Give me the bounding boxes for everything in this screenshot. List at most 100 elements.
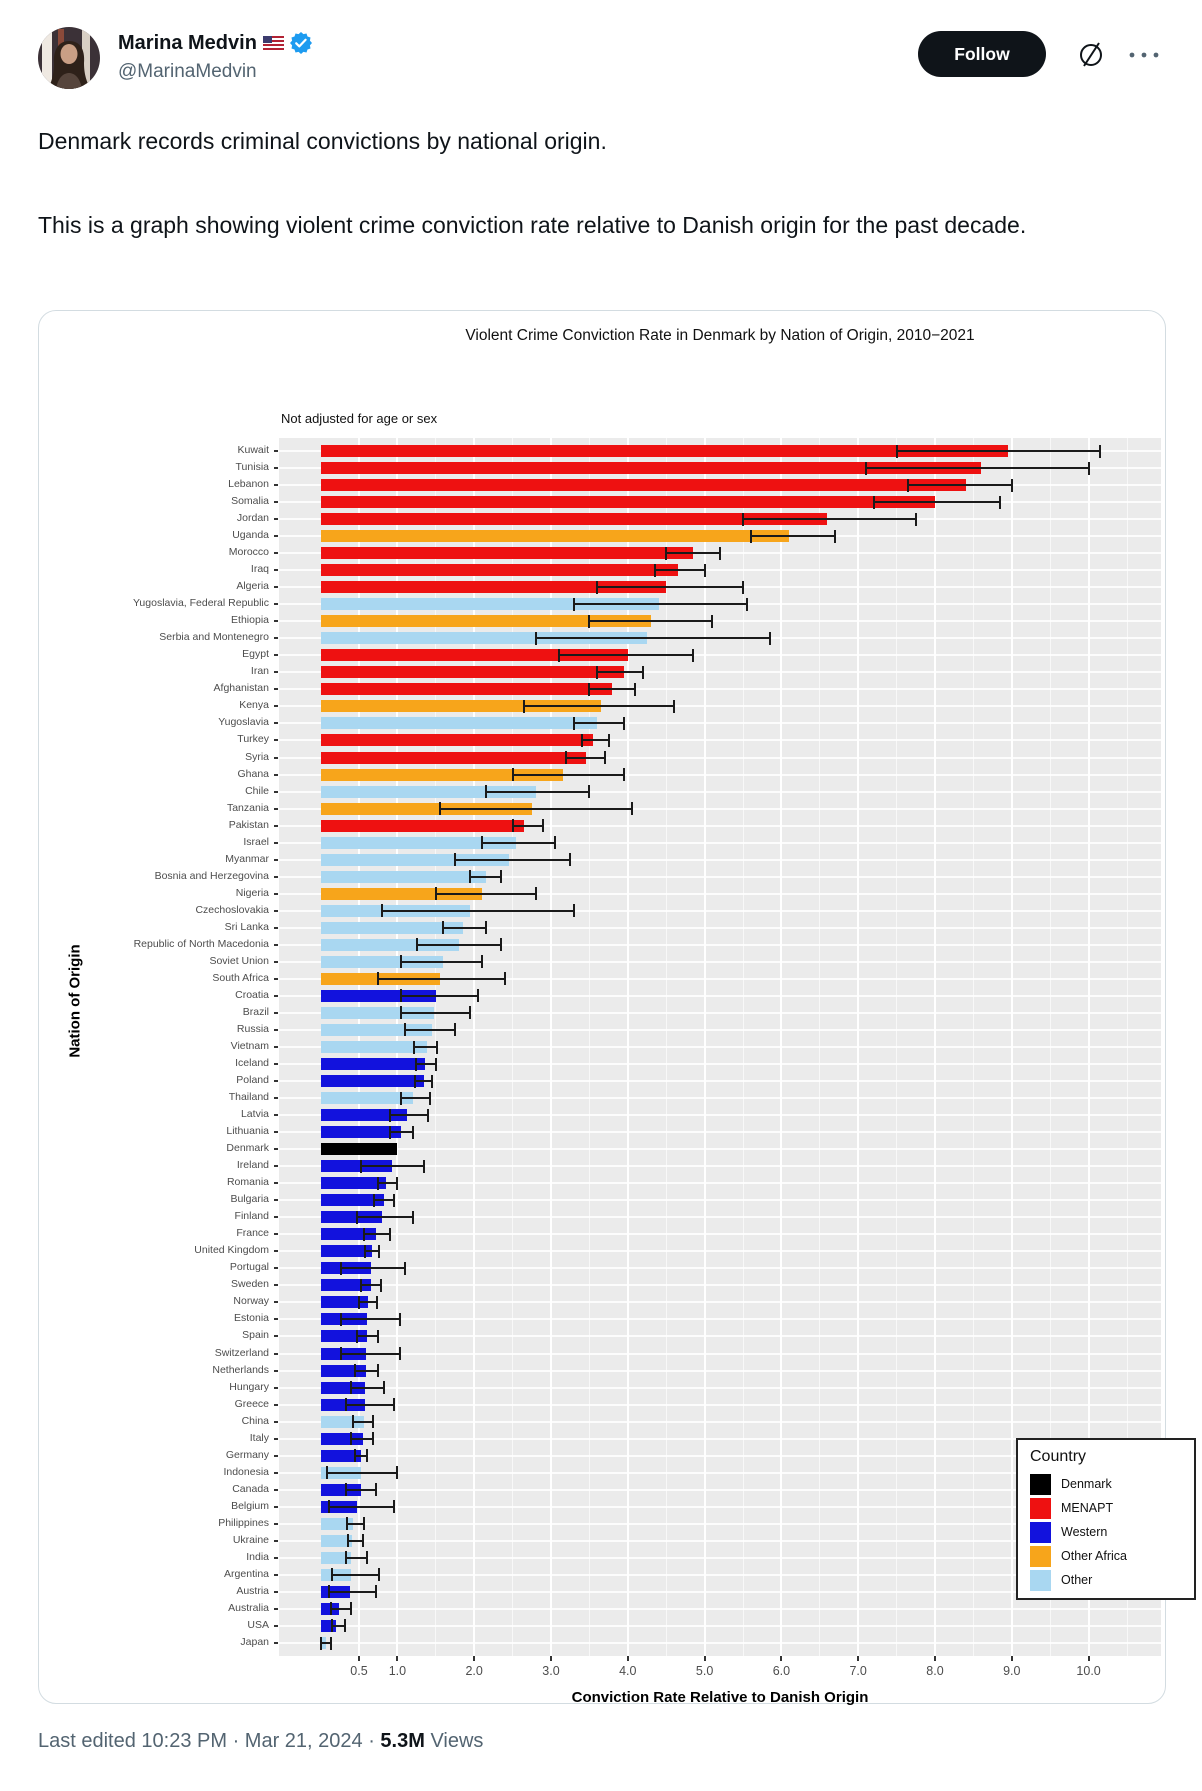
error-bar-cap xyxy=(634,682,637,696)
error-bar-cap xyxy=(388,1227,391,1241)
error-bar-cap xyxy=(344,1483,347,1497)
category-tick xyxy=(274,1352,278,1355)
category-tick xyxy=(274,1028,278,1031)
error-bar-line xyxy=(414,1046,438,1048)
category-label: Ukraine xyxy=(232,1533,269,1546)
error-bar-cap xyxy=(371,1432,374,1446)
category-tick xyxy=(274,1539,278,1542)
category-tick xyxy=(274,1148,278,1151)
error-bar-line xyxy=(574,722,624,725)
gridline-h xyxy=(279,977,1161,980)
error-bar-cap xyxy=(596,580,599,594)
error-bar-line xyxy=(512,773,624,776)
views-label: Views xyxy=(424,1730,484,1752)
category-label: USA xyxy=(247,1618,269,1631)
gridline-h xyxy=(279,705,1161,708)
error-bar-cap xyxy=(356,1329,359,1343)
avatar-image xyxy=(38,27,100,89)
x-tick xyxy=(780,1656,783,1661)
error-bar-cap xyxy=(350,1602,353,1616)
error-bar-cap xyxy=(573,904,576,918)
error-bar-cap xyxy=(454,853,456,867)
category-label: Tanzania xyxy=(226,801,269,814)
error-bar-line xyxy=(352,1420,373,1423)
gridline-h xyxy=(279,1131,1161,1134)
error-bar-cap xyxy=(320,1636,323,1650)
x-tick xyxy=(1010,1656,1013,1661)
x-tick xyxy=(396,1656,399,1661)
bar-serbia-and-montenegro xyxy=(320,632,647,645)
bar-united-kingdom xyxy=(320,1245,373,1258)
gridline-h xyxy=(279,1539,1161,1542)
gridline-h xyxy=(279,994,1161,997)
category-tick xyxy=(274,1642,278,1644)
bar-ireland xyxy=(320,1160,393,1173)
gridline-h xyxy=(279,1267,1161,1270)
error-bar-cap xyxy=(534,631,537,645)
bar-brazil xyxy=(320,1006,435,1019)
follow-button[interactable]: Follow xyxy=(918,31,1046,77)
category-label: France xyxy=(236,1227,269,1240)
error-bar-cap xyxy=(484,921,487,935)
bar-sri-lanka xyxy=(320,921,463,934)
gridline-h xyxy=(279,1148,1161,1151)
x-tick xyxy=(358,1656,360,1661)
error-bar-cap xyxy=(642,665,645,679)
bar-finland xyxy=(320,1211,383,1224)
error-bar-cap xyxy=(360,1278,363,1292)
error-bar-line xyxy=(443,926,486,929)
gridline-h xyxy=(279,1165,1161,1168)
legend-label: Western xyxy=(1061,1525,1108,1539)
chart-panel xyxy=(279,438,1161,1656)
more-options-icon[interactable] xyxy=(1124,46,1164,64)
category-label: India xyxy=(246,1550,269,1563)
category-tick xyxy=(274,994,278,997)
bar-kenya xyxy=(320,700,601,713)
category-tick xyxy=(274,1454,278,1457)
legend-label: MENAPT xyxy=(1061,1501,1114,1515)
views-count: 5.3M xyxy=(380,1730,425,1752)
gridline-h xyxy=(279,1063,1161,1066)
category-tick xyxy=(274,1386,278,1389)
gridline-h xyxy=(279,1114,1161,1117)
category-label: Turkey xyxy=(237,733,269,746)
x-tick xyxy=(703,1656,706,1661)
gridline-h xyxy=(279,739,1161,742)
category-tick xyxy=(274,1318,278,1321)
error-bar-line xyxy=(341,1352,400,1355)
x-tick xyxy=(934,1656,936,1661)
error-bar-cap xyxy=(588,682,591,696)
error-bar-cap xyxy=(358,1295,360,1309)
error-bar-cap xyxy=(711,614,714,628)
category-tick xyxy=(274,467,278,470)
error-bar-line xyxy=(455,858,571,861)
bar-egypt xyxy=(320,649,628,662)
bar-tunisia xyxy=(320,462,982,475)
error-bar-cap xyxy=(346,1517,349,1531)
gridline-h xyxy=(279,926,1161,929)
legend-label: Other xyxy=(1061,1573,1093,1587)
category-label: Estonia xyxy=(233,1312,269,1325)
grok-icon[interactable] xyxy=(1076,40,1106,70)
category-tick xyxy=(274,1590,278,1593)
error-bar-cap xyxy=(872,495,875,509)
category-tick xyxy=(274,790,278,793)
category-tick xyxy=(274,926,278,929)
gridline-h xyxy=(279,654,1161,657)
error-bar-cap xyxy=(328,1500,331,1514)
bar-myanmar xyxy=(320,853,509,866)
avatar[interactable] xyxy=(38,27,100,89)
bar-norway xyxy=(320,1296,369,1309)
error-bar-line xyxy=(524,705,674,708)
x-tick-label: 7.0 xyxy=(849,1664,867,1678)
error-bar-cap xyxy=(371,1415,374,1429)
category-tick xyxy=(274,1182,278,1185)
display-name[interactable]: Marina Medvin xyxy=(118,31,257,54)
bar-iraq xyxy=(320,564,678,577)
category-label: Portugal xyxy=(229,1261,269,1274)
gridline-h xyxy=(279,1011,1161,1014)
error-bar-cap xyxy=(350,1381,353,1395)
gridline-h xyxy=(279,858,1161,861)
bar-india xyxy=(320,1551,352,1564)
chart-media-card[interactable]: Violent Crime Conviction Rate in Denmark… xyxy=(38,310,1196,1706)
